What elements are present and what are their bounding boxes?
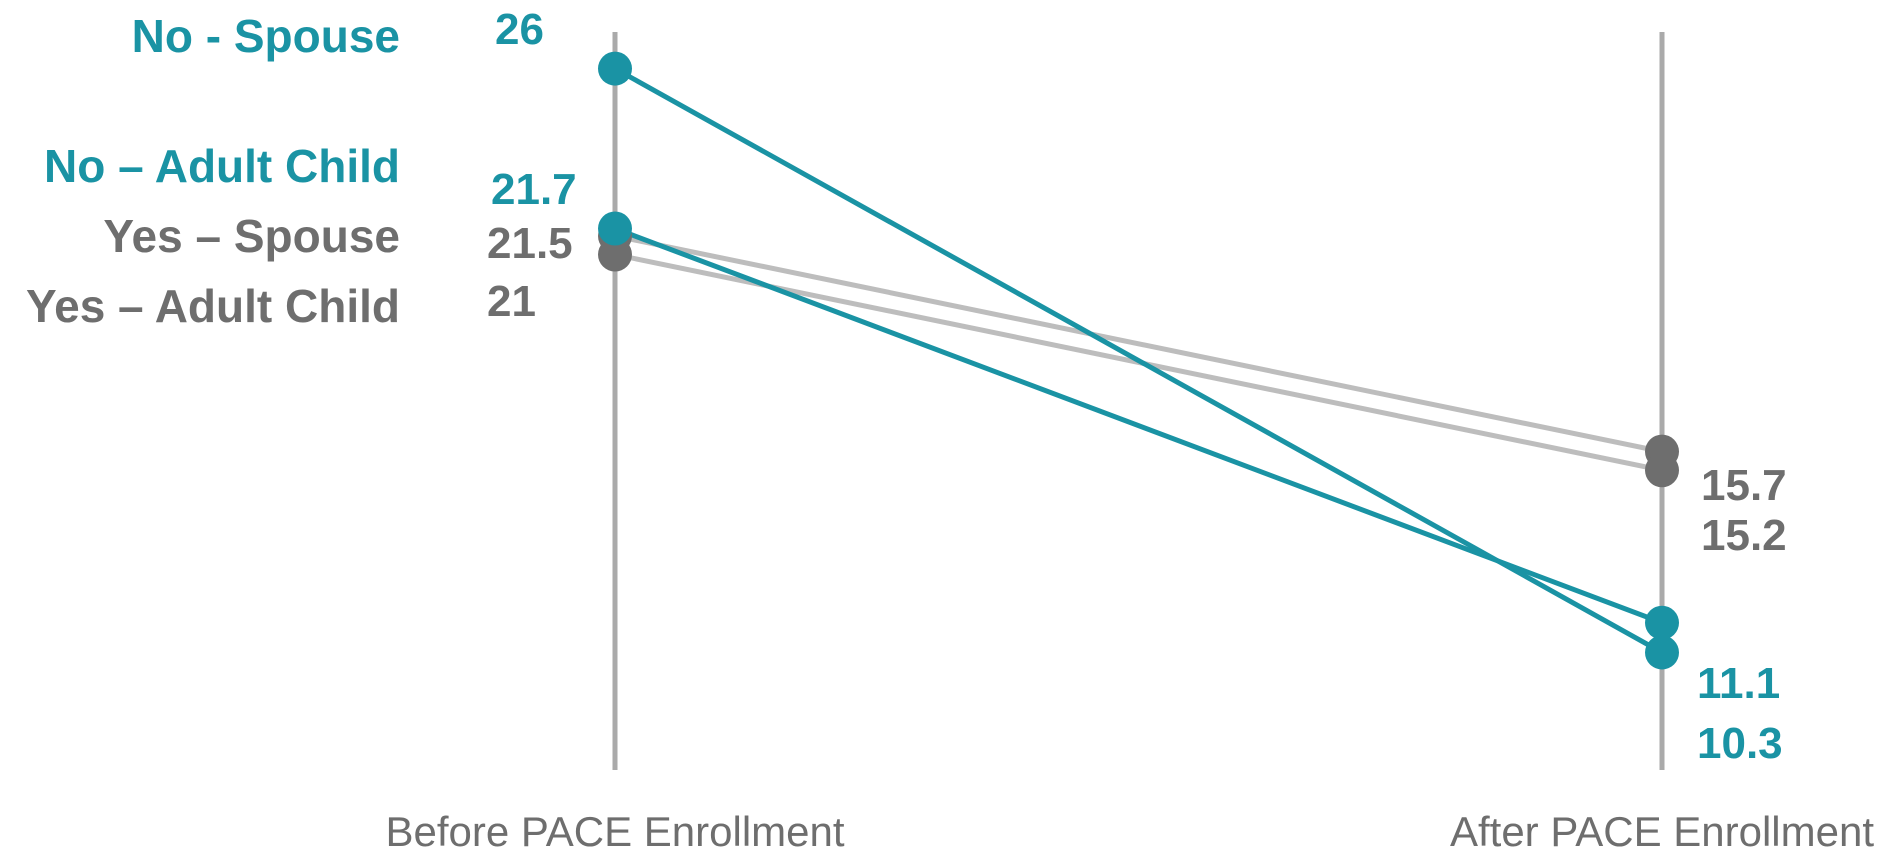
series-line-no-adult-child [612,226,1665,626]
series-name-no-spouse: No - Spouse [132,10,400,62]
value-label-no-spouse-before: 26 [495,5,544,54]
point-yes-adult-child-after [1645,453,1679,488]
value-label-no-spouse-after: 10.3 [1697,719,1783,768]
point-yes-adult-child-before [598,237,632,272]
series-name-no-adult-child: No – Adult Child [44,140,400,192]
value-label-no-adult-child-before: 21.7 [491,165,577,214]
labels-layer: Before PACE Enrollment After PACE Enrollm… [26,5,1874,851]
category-label-before: Before PACE Enrollment [385,808,844,851]
value-label-yes-spouse-before: 21.5 [487,219,573,268]
series-points [598,51,1679,670]
series-name-yes-adult-child: Yes – Adult Child [26,280,400,332]
point-no-adult-child-after [1645,605,1679,640]
value-label-yes-adult-child-after: 15.2 [1701,511,1787,560]
series-line-yes-spouse [612,233,1665,455]
series-lines [612,66,1665,655]
value-label-yes-spouse-after: 15.7 [1701,461,1787,510]
point-no-spouse-before [598,51,632,86]
value-label-no-adult-child-after: 11.1 [1697,659,1780,708]
point-no-spouse-after [1645,635,1679,670]
value-label-yes-adult-child-before: 21 [487,277,536,326]
category-label-after: After PACE Enrollment [1450,808,1874,851]
series-name-yes-spouse: Yes – Spouse [103,210,400,262]
point-no-adult-child-before [598,211,632,246]
axes-layer [612,32,1665,770]
